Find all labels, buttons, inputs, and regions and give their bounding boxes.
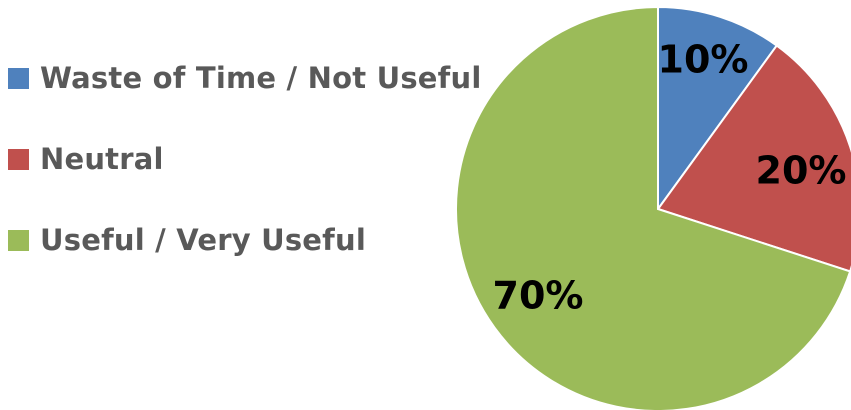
- data-label-waste-of-time: 10%: [658, 38, 749, 82]
- legend-item-useful: Useful / Very Useful: [8, 218, 481, 262]
- legend-swatch-useful: [8, 229, 29, 251]
- legend-label-waste-of-time: Waste of Time / Not Useful: [40, 61, 482, 95]
- pie-slice-neutral: [656, 44, 851, 273]
- legend: Waste of Time / Not Useful Neutral Usefu…: [8, 56, 481, 299]
- data-label-neutral: 20%: [756, 149, 847, 193]
- legend-swatch-waste-of-time: [8, 67, 29, 89]
- legend-item-waste-of-time: Waste of Time / Not Useful: [8, 56, 481, 100]
- pie-slice-useful: [455, 5, 851, 410]
- data-label-useful: 70%: [493, 274, 584, 318]
- legend-swatch-neutral: [8, 148, 29, 170]
- pie-slices: [455, 5, 851, 410]
- pie-slice-waste-of-time: [657, 5, 779, 213]
- legend-label-neutral: Neutral: [40, 142, 164, 176]
- pie-data-labels: 10% 20% 70%: [493, 38, 847, 318]
- legend-item-neutral: Neutral: [8, 137, 481, 181]
- legend-label-useful: Useful / Very Useful: [40, 223, 366, 257]
